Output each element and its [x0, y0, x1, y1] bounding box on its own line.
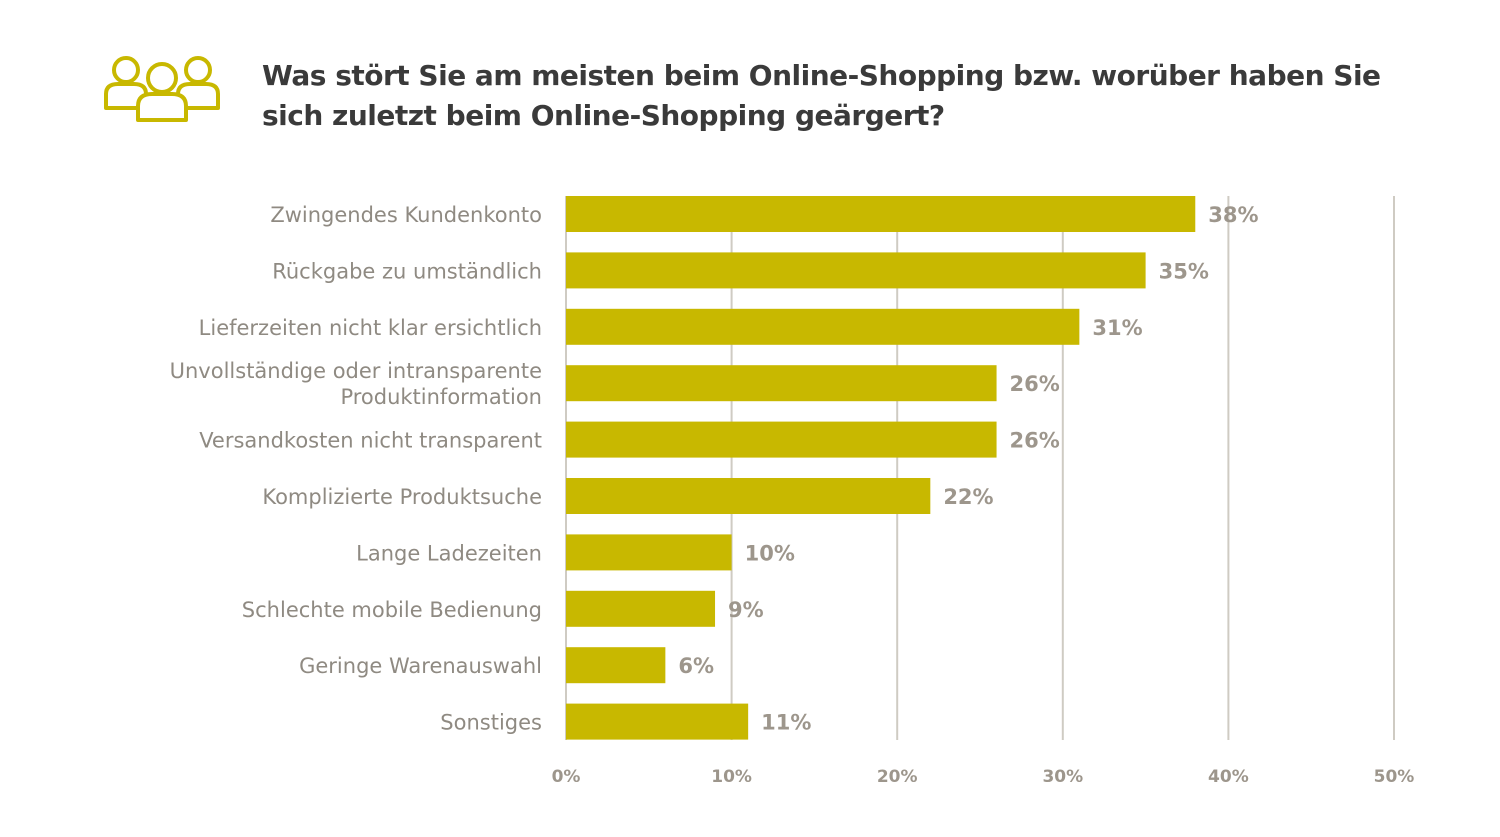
category-label: Rückgabe zu umständlich — [272, 259, 542, 283]
category-label: Lieferzeiten nicht klar ersichtlich — [199, 316, 542, 340]
x-tick-label: 40% — [1208, 767, 1249, 787]
bar — [566, 252, 1146, 289]
x-tick-label: 20% — [877, 767, 918, 787]
chart-title: Was stört Sie am meisten beim Online-Sho… — [262, 59, 1381, 132]
data-label: 11% — [761, 711, 811, 735]
category-label: Komplizierte Produktsuche — [262, 485, 542, 509]
bar — [566, 421, 997, 458]
bar — [566, 703, 749, 740]
bar — [566, 647, 666, 684]
bar — [566, 590, 716, 627]
data-label: 10% — [745, 541, 795, 565]
bar — [566, 196, 1196, 232]
category-label: Unvollständige oder intransparente Produk… — [170, 359, 542, 409]
data-label: 31% — [1092, 316, 1142, 340]
bar — [566, 534, 732, 571]
people-group-icon — [104, 56, 220, 122]
data-label: 22% — [943, 485, 993, 509]
x-tick-label: 10% — [711, 767, 752, 787]
data-label: 9% — [728, 598, 764, 622]
category-label: Geringe Warenauswahl — [299, 654, 542, 678]
data-label: 38% — [1208, 203, 1258, 227]
x-tick-label: 50% — [1374, 767, 1415, 787]
data-label: 26% — [1010, 372, 1060, 396]
bar — [566, 308, 1080, 345]
x-tick-label: 0% — [552, 767, 581, 787]
data-label: 26% — [1010, 429, 1060, 453]
data-label: 35% — [1159, 259, 1209, 283]
bar — [566, 478, 931, 514]
data-label: 6% — [678, 654, 714, 678]
category-label: Zwingendes Kundenkonto — [270, 203, 542, 227]
x-tick-label: 30% — [1042, 767, 1083, 787]
category-label: Sonstiges — [440, 711, 542, 735]
category-label: Schlechte mobile Bedienung — [242, 598, 542, 622]
category-label: Versandkosten nicht transparent — [199, 429, 542, 453]
category-label: Lange Ladezeiten — [356, 541, 542, 565]
bar — [566, 365, 997, 402]
